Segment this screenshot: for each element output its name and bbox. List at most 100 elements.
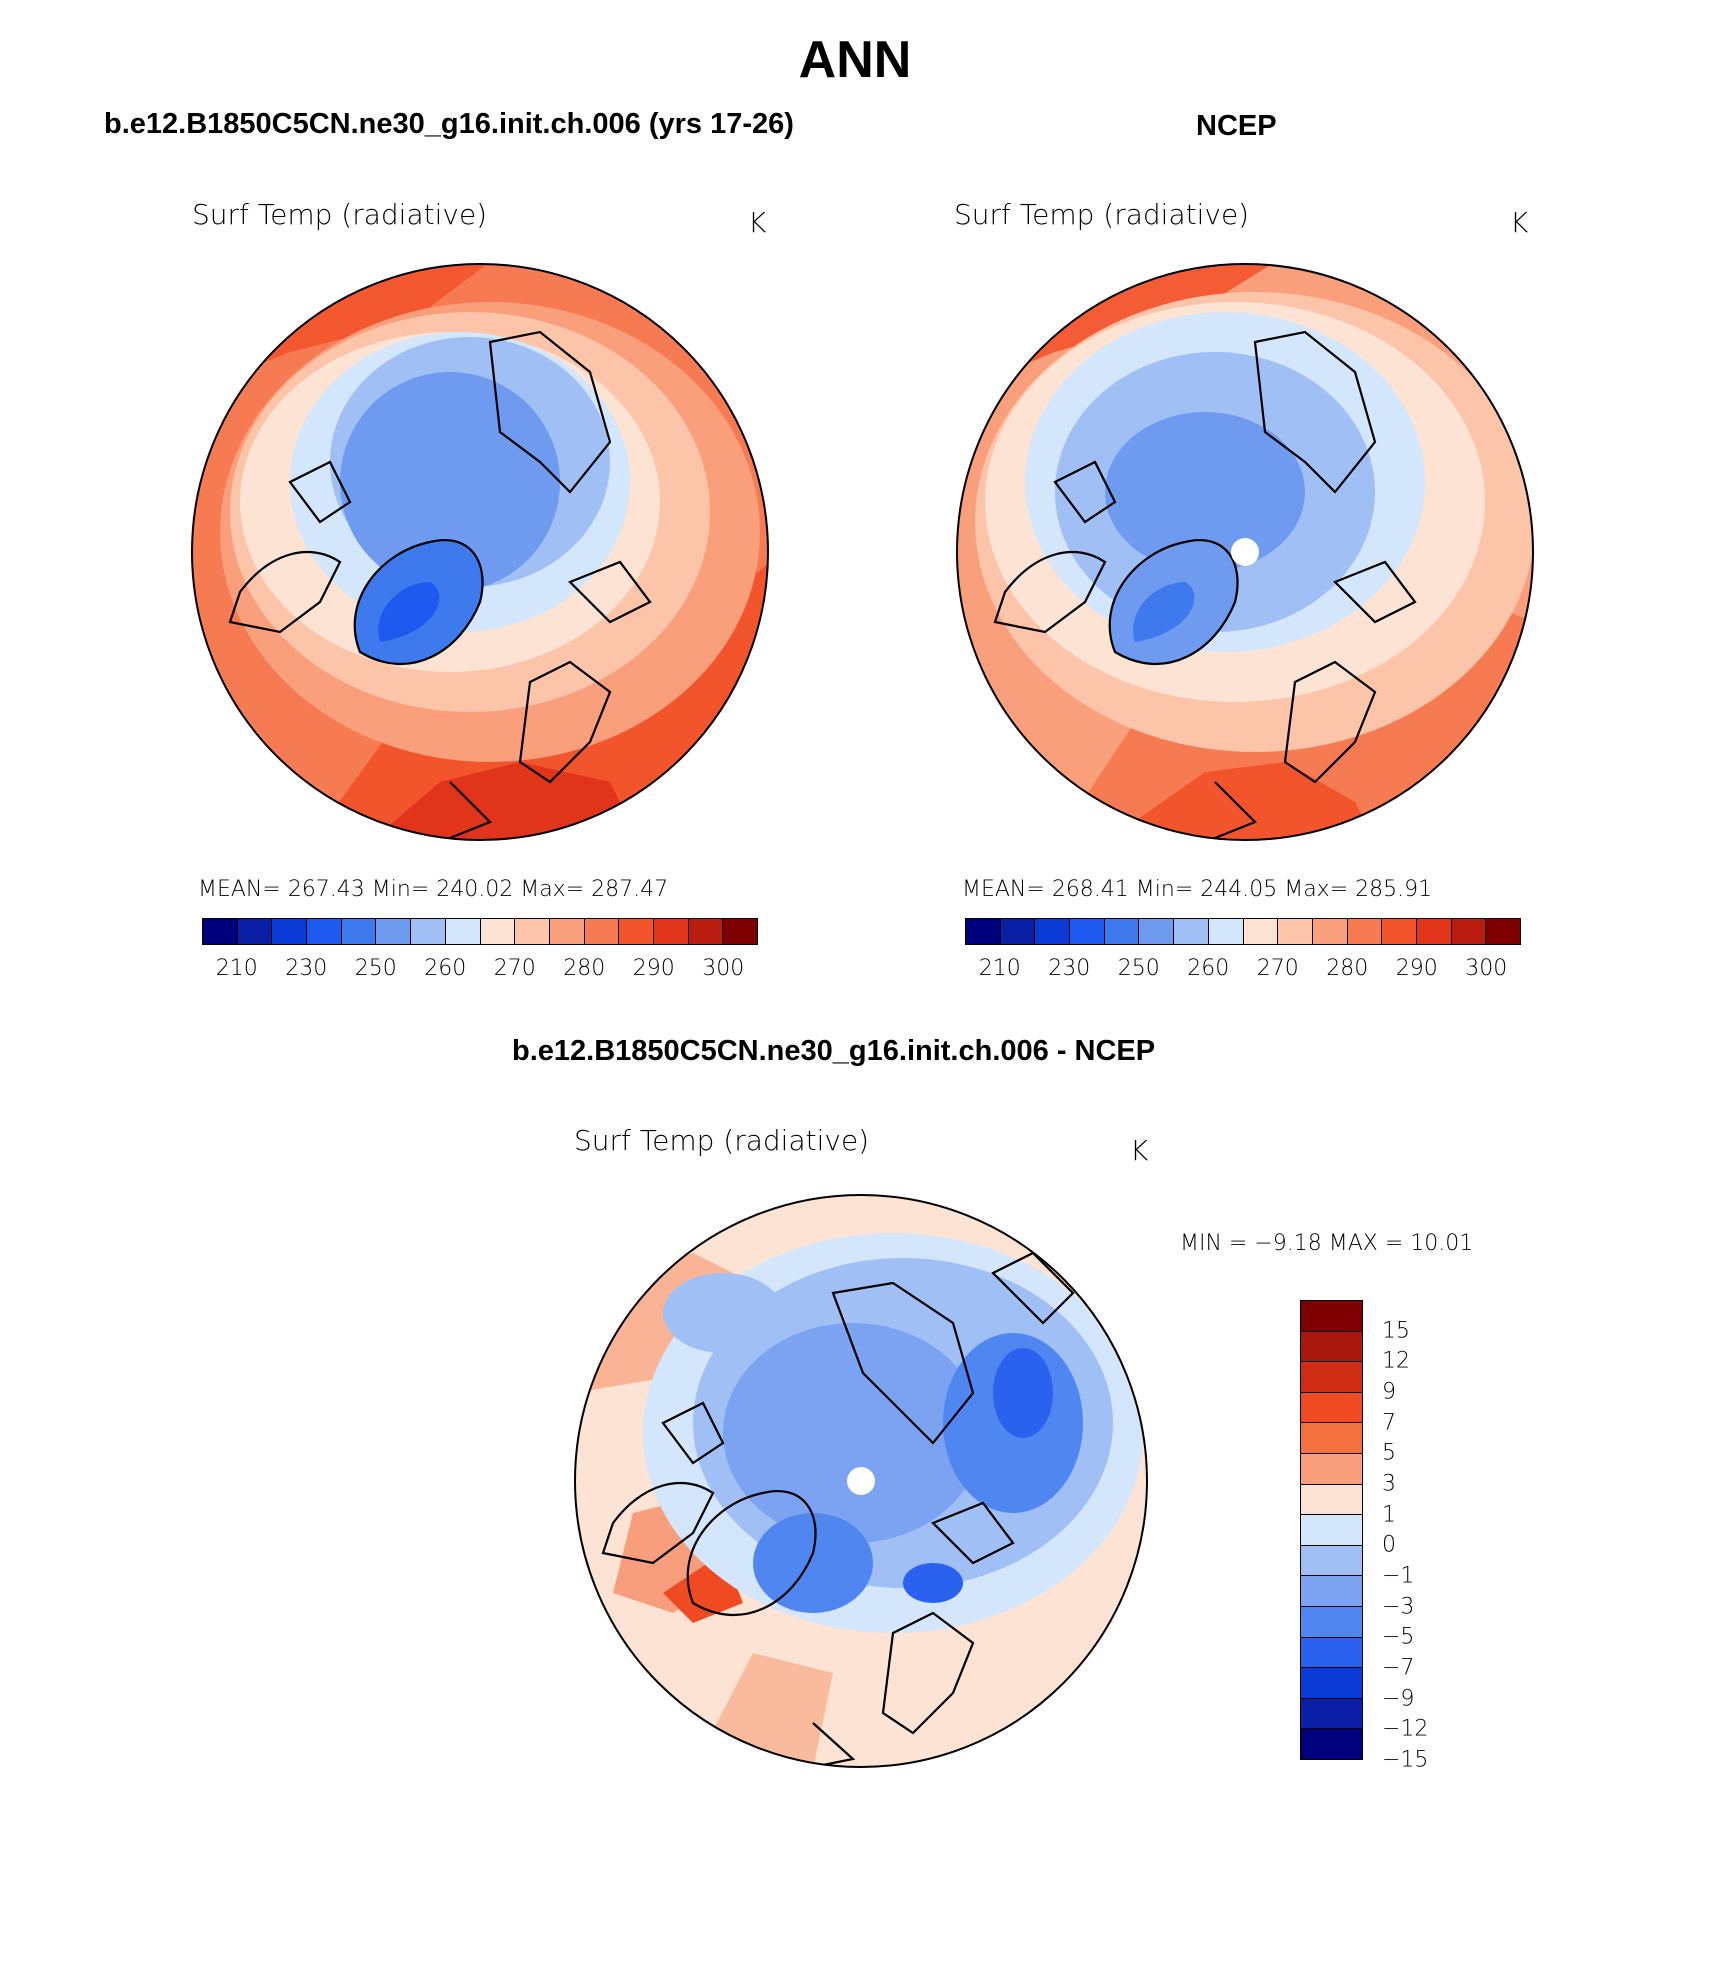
difference-units: K — [1130, 1134, 1149, 1167]
diff-colorbar-swatch-11 — [1301, 1637, 1362, 1669]
colorbar-1-swatch-10 — [549, 919, 585, 944]
difference-minmax: MIN = −9.18 MAX = 10.01 — [1180, 1231, 1474, 1256]
diff-colorbar-swatch-10 — [1301, 1606, 1362, 1638]
colorbar-1-swatch-9 — [515, 919, 550, 944]
colorbar-1-tick-label: 290 — [632, 956, 675, 981]
panel-2-variable: Surf Temp (radiative) — [954, 198, 1250, 231]
diff-colorbar-label: 1 — [1382, 1502, 1396, 1528]
diff-colorbar-swatch-5 — [1301, 1453, 1362, 1485]
colorbar-2-swatch-7 — [1208, 919, 1244, 944]
diff-colorbar-swatch-8 — [1301, 1545, 1362, 1577]
diff-colorbar-label: 7 — [1382, 1410, 1396, 1436]
model-polar-map — [191, 263, 769, 841]
diff-colorbar-label: −7 — [1382, 1655, 1415, 1681]
temperature-colorbar-2 — [965, 918, 1521, 945]
diff-colorbar-label: −12 — [1382, 1716, 1429, 1742]
panel-2-header: NCEP — [1196, 110, 1277, 142]
diff-colorbar-swatch-12 — [1301, 1668, 1362, 1699]
colorbar-2-tick-label: 210 — [978, 956, 1021, 981]
difference-colorbar — [1300, 1300, 1363, 1760]
colorbar-2-tick-label: 260 — [1187, 956, 1230, 981]
diff-colorbar-swatch-13 — [1301, 1698, 1362, 1730]
diff-colorbar-label: 12 — [1382, 1348, 1410, 1374]
colorbar-2-swatch-12 — [1382, 919, 1417, 944]
colorbar-2-swatch-13 — [1416, 919, 1452, 944]
diff-colorbar-swatch-1 — [1301, 1331, 1362, 1363]
colorbar-1-tick-label: 300 — [702, 956, 745, 981]
diff-colorbar-swatch-4 — [1301, 1423, 1362, 1454]
colorbar-2-swatch-2 — [1035, 919, 1071, 944]
diff-colorbar-swatch-3 — [1301, 1392, 1362, 1424]
diff-colorbar-label: −3 — [1382, 1594, 1415, 1620]
diff-colorbar-swatch-6 — [1301, 1484, 1362, 1516]
diff-colorbar-label: 9 — [1382, 1379, 1396, 1405]
colorbar-1-tick-label: 250 — [354, 956, 397, 981]
difference-colorbar-labels: 15 12 9 7 5 3 1 0 −1 −3 −5 −7 −9 −12 −15 — [1382, 1300, 1442, 1772]
colorbar-2-swatch-4 — [1104, 919, 1140, 944]
diff-colorbar-label: 15 — [1382, 1318, 1410, 1344]
colorbar-1-swatch-15 — [723, 919, 757, 944]
temperature-colorbar-1-ticks: 210 230 250 260 270 280 290 300 — [202, 956, 758, 986]
difference-header: b.e12.B1850C5CN.ne30_g16.init.ch.006 - N… — [512, 1035, 1156, 1067]
colorbar-1-swatch-14 — [688, 919, 724, 944]
colorbar-2-swatch-10 — [1312, 919, 1348, 944]
colorbar-1-tick-label: 260 — [424, 956, 467, 981]
colorbar-2-swatch-5 — [1139, 919, 1175, 944]
colorbar-1-tick-label: 230 — [285, 956, 328, 981]
colorbar-1-swatch-6 — [411, 919, 446, 944]
diff-colorbar-label: −9 — [1382, 1686, 1415, 1712]
colorbar-1-swatch-8 — [480, 919, 516, 944]
panel-1-header: b.e12.B1850C5CN.ne30_g16.init.ch.006 (yr… — [104, 108, 794, 140]
diff-colorbar-label: −5 — [1382, 1624, 1415, 1650]
colorbar-1-swatch-7 — [445, 919, 481, 944]
colorbar-2-swatch-9 — [1278, 919, 1313, 944]
colorbar-2-swatch-0 — [966, 919, 1001, 944]
colorbar-1-swatch-5 — [376, 919, 412, 944]
figure-title: ANN — [798, 31, 912, 89]
colorbar-2-swatch-11 — [1347, 919, 1383, 944]
colorbar-2-swatch-8 — [1243, 919, 1279, 944]
colorbar-2-tick-label: 270 — [1256, 956, 1299, 981]
colorbar-1-swatch-2 — [272, 919, 308, 944]
temperature-colorbar-1 — [202, 918, 758, 945]
diff-colorbar-swatch-14 — [1301, 1729, 1362, 1759]
colorbar-1-tick-label: 210 — [215, 956, 258, 981]
colorbar-2-swatch-1 — [1000, 919, 1036, 944]
colorbar-2-tick-label: 290 — [1395, 956, 1438, 981]
difference-polar-map — [574, 1194, 1148, 1768]
colorbar-1-swatch-0 — [203, 919, 238, 944]
colorbar-1-swatch-4 — [341, 919, 377, 944]
colorbar-1-swatch-12 — [619, 919, 654, 944]
diff-colorbar-label: −15 — [1382, 1747, 1429, 1773]
panel-1-units: K — [748, 206, 767, 239]
ncep-polar-map — [956, 263, 1534, 841]
colorbar-1-swatch-13 — [653, 919, 689, 944]
colorbar-1-swatch-1 — [237, 919, 273, 944]
diff-colorbar-swatch-2 — [1301, 1362, 1362, 1393]
diff-colorbar-label: 5 — [1382, 1440, 1396, 1466]
colorbar-2-tick-label: 230 — [1048, 956, 1091, 981]
temperature-colorbar-2-ticks: 210 230 250 260 270 280 290 300 — [965, 956, 1521, 986]
diff-colorbar-label: 0 — [1382, 1532, 1396, 1558]
colorbar-1-tick-label: 280 — [563, 956, 606, 981]
panel-2-units: K — [1510, 206, 1529, 239]
diff-colorbar-label: 3 — [1382, 1471, 1396, 1497]
colorbar-2-swatch-15 — [1486, 919, 1520, 944]
colorbar-2-tick-label: 300 — [1465, 956, 1508, 981]
diff-colorbar-swatch-9 — [1301, 1576, 1362, 1607]
difference-variable: Surf Temp (radiative) — [574, 1124, 870, 1157]
colorbar-2-tick-label: 280 — [1326, 956, 1369, 981]
panel-2-stats: MEAN= 268.41 Min= 244.05 Max= 285.91 — [962, 877, 1433, 902]
diff-colorbar-swatch-0 — [1301, 1301, 1362, 1332]
colorbar-2-swatch-14 — [1451, 919, 1487, 944]
colorbar-1-swatch-3 — [307, 919, 342, 944]
panel-1-stats: MEAN= 267.43 Min= 240.02 Max= 287.47 — [198, 877, 669, 902]
colorbar-1-tick-label: 270 — [493, 956, 536, 981]
panel-1-variable: Surf Temp (radiative) — [192, 198, 488, 231]
colorbar-2-swatch-6 — [1174, 919, 1209, 944]
colorbar-1-swatch-11 — [584, 919, 620, 944]
colorbar-2-tick-label: 250 — [1117, 956, 1160, 981]
diff-colorbar-swatch-7 — [1301, 1515, 1362, 1546]
colorbar-2-swatch-3 — [1070, 919, 1105, 944]
diff-colorbar-label: −1 — [1382, 1563, 1415, 1589]
